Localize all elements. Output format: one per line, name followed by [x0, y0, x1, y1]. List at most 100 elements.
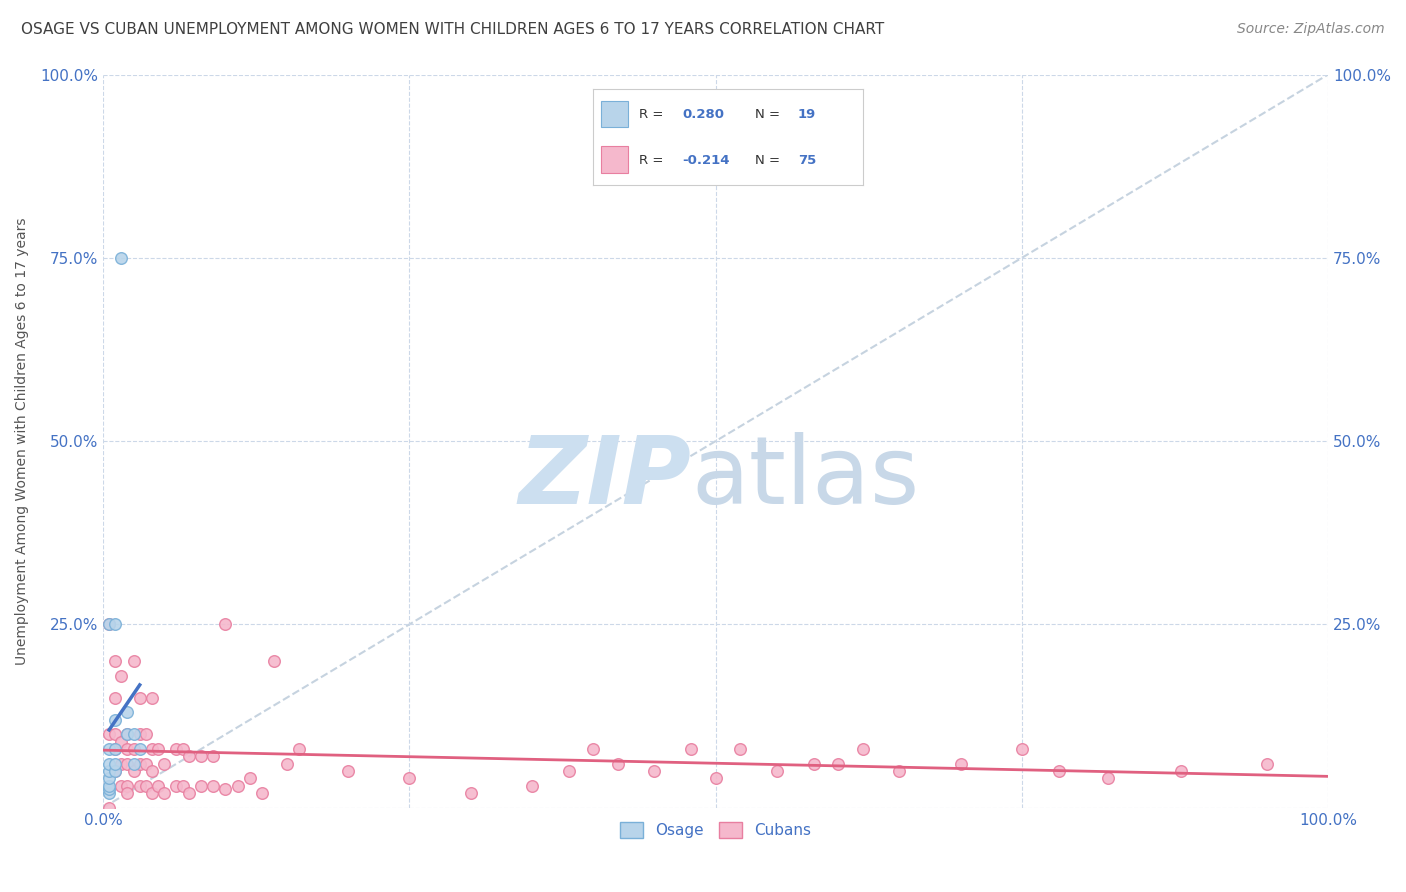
Text: atlas: atlas	[692, 432, 920, 524]
Point	[520, 779, 543, 793]
Point	[98, 779, 121, 793]
Point	[128, 779, 150, 793]
Point	[172, 779, 194, 793]
Point	[851, 742, 873, 756]
Point	[153, 756, 176, 771]
Point	[104, 713, 127, 727]
Point	[122, 742, 145, 756]
Point	[803, 756, 825, 771]
Point	[117, 727, 139, 741]
Point	[104, 654, 127, 668]
Point	[263, 654, 285, 668]
Point	[104, 764, 127, 778]
Point	[1170, 764, 1192, 778]
Point	[117, 742, 139, 756]
Point	[128, 756, 150, 771]
Point	[110, 251, 132, 265]
Point	[949, 756, 972, 771]
Point	[98, 617, 121, 632]
Point	[582, 742, 605, 756]
Point	[765, 764, 787, 778]
Point	[704, 772, 727, 786]
Text: ZIP: ZIP	[519, 432, 692, 524]
Point	[202, 749, 225, 764]
Point	[239, 772, 262, 786]
Point	[98, 772, 121, 786]
Point	[98, 727, 121, 741]
Point	[104, 727, 127, 741]
Point	[141, 690, 163, 705]
Point	[110, 669, 132, 683]
Point	[214, 617, 236, 632]
Point	[122, 727, 145, 741]
Text: Source: ZipAtlas.com: Source: ZipAtlas.com	[1237, 22, 1385, 37]
Point	[177, 786, 200, 800]
Point	[557, 764, 579, 778]
Point	[226, 779, 249, 793]
Point	[117, 786, 139, 800]
Point	[104, 742, 127, 756]
Point	[1256, 756, 1278, 771]
Point	[643, 764, 665, 778]
Point	[288, 742, 311, 756]
Point	[827, 756, 849, 771]
Point	[98, 742, 121, 756]
Point	[104, 742, 127, 756]
Point	[337, 764, 360, 778]
Point	[172, 742, 194, 756]
Point	[128, 727, 150, 741]
Point	[128, 742, 150, 756]
Point	[728, 742, 751, 756]
Point	[606, 756, 628, 771]
Point	[128, 690, 150, 705]
Point	[104, 690, 127, 705]
Point	[153, 786, 176, 800]
Point	[98, 782, 121, 797]
Point	[104, 764, 127, 778]
Point	[146, 779, 169, 793]
Legend: Osage, Cubans: Osage, Cubans	[614, 816, 817, 844]
Point	[117, 727, 139, 741]
Point	[135, 779, 157, 793]
Point	[1011, 742, 1033, 756]
Point	[110, 756, 132, 771]
Y-axis label: Unemployment Among Women with Children Ages 6 to 17 years: Unemployment Among Women with Children A…	[15, 218, 30, 665]
Point	[98, 756, 121, 771]
Point	[460, 786, 482, 800]
Point	[117, 706, 139, 720]
Point	[252, 786, 274, 800]
Point	[166, 742, 188, 756]
Point	[104, 617, 127, 632]
Point	[141, 764, 163, 778]
Point	[141, 742, 163, 756]
Point	[135, 727, 157, 741]
Point	[122, 756, 145, 771]
Point	[98, 764, 121, 778]
Point	[1047, 764, 1070, 778]
Point	[146, 742, 169, 756]
Point	[98, 801, 121, 815]
Point	[122, 764, 145, 778]
Point	[104, 756, 127, 771]
Point	[141, 786, 163, 800]
Point	[135, 756, 157, 771]
Point	[398, 772, 420, 786]
Point	[190, 749, 212, 764]
Point	[122, 654, 145, 668]
Point	[117, 756, 139, 771]
Point	[681, 742, 703, 756]
Point	[110, 735, 132, 749]
Point	[98, 617, 121, 632]
Point	[214, 782, 236, 797]
Point	[177, 749, 200, 764]
Point	[117, 779, 139, 793]
Point	[889, 764, 911, 778]
Point	[166, 779, 188, 793]
Point	[190, 779, 212, 793]
Point	[1097, 772, 1119, 786]
Point	[202, 779, 225, 793]
Point	[110, 779, 132, 793]
Point	[276, 756, 298, 771]
Point	[98, 786, 121, 800]
Text: OSAGE VS CUBAN UNEMPLOYMENT AMONG WOMEN WITH CHILDREN AGES 6 TO 17 YEARS CORRELA: OSAGE VS CUBAN UNEMPLOYMENT AMONG WOMEN …	[21, 22, 884, 37]
